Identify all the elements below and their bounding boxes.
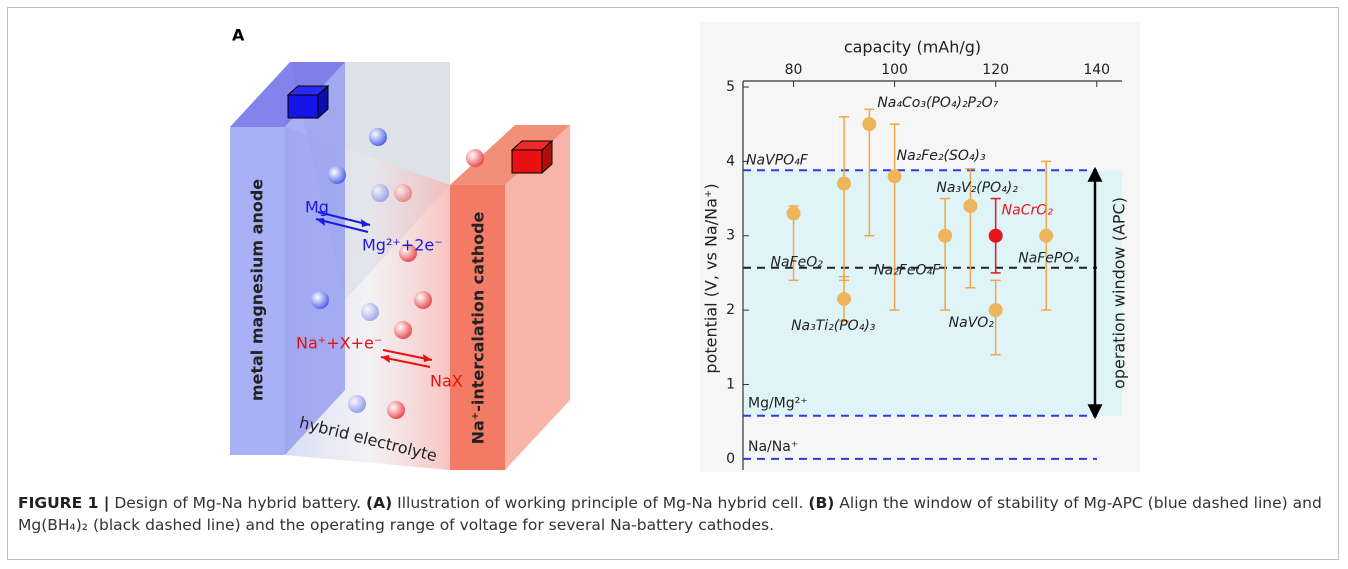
- reaction-text: Mg: [305, 198, 329, 217]
- ions: [311, 128, 484, 419]
- data-point: [862, 117, 877, 132]
- anode-front: [230, 127, 285, 455]
- cathode-front: [450, 185, 505, 470]
- point-label: Na₃Ti₂(PO₄)₃: [791, 318, 876, 334]
- y-tick-label: 1: [726, 376, 735, 392]
- y-tick-label: 2: [726, 302, 735, 318]
- data-point: [786, 206, 801, 221]
- point-label: NaFeO₂: [771, 254, 824, 270]
- window-label: operation window (APC): [1110, 197, 1129, 389]
- data-point: [837, 176, 852, 191]
- y-tick-label: 4: [726, 153, 735, 169]
- x-tick-label: 100: [881, 62, 908, 78]
- y-tick-label: 5: [726, 79, 735, 95]
- reaction-text: Na⁺+X+e⁻: [296, 334, 382, 353]
- reaction-text: Mg²⁺+2e⁻: [362, 236, 443, 255]
- point-label: NaFePO₄: [1018, 251, 1079, 267]
- data-point: [938, 228, 953, 243]
- reference-label: Mg/Mg²⁺: [748, 396, 808, 412]
- data-point: [837, 291, 852, 306]
- caption-title: Design of Mg-Na hybrid battery.: [114, 494, 362, 512]
- blue-terminal: [286, 84, 330, 120]
- y-tick-label: 0: [726, 451, 735, 467]
- caption-tag: (B): [808, 494, 835, 512]
- caption-label: FIGURE 1 |: [18, 494, 110, 512]
- data-point: [963, 198, 978, 213]
- figure-frame: [7, 7, 1339, 560]
- point-label: Na₂FeO₄F: [874, 263, 941, 279]
- caption-tag: (A): [366, 494, 393, 512]
- chart: 0 1 2 3 4 5 80 100 120 140 capacity (mAh/g) potenti…: [702, 38, 1129, 470]
- y-axis-title: potential (V, vs Na/Na⁺): [702, 183, 721, 373]
- panel-label: A: [232, 26, 245, 45]
- red-terminal: [510, 139, 554, 175]
- reaction-arrows: [315, 211, 433, 368]
- caption-text: Align the window of stability of Mg-APC …: [18, 494, 1322, 534]
- x-tick-label: 80: [785, 62, 803, 78]
- point-label: NaVO₂: [949, 315, 995, 331]
- y-tick-label: 3: [726, 228, 735, 244]
- reaction-text: NaX: [430, 372, 463, 391]
- x-tick-label: 120: [982, 62, 1009, 78]
- cathode-label: Na⁺-intercalation cathode: [469, 211, 488, 444]
- cathode-top: [450, 125, 570, 185]
- stability-window: [743, 170, 1122, 416]
- data-point: [988, 303, 1003, 318]
- anode-label: metal magnesium anode: [248, 179, 267, 401]
- data-point: [988, 228, 1003, 243]
- point-label: NaCrO₂: [1002, 203, 1054, 219]
- cathode-side: [505, 125, 570, 470]
- point-label: NaVPO₄F: [746, 153, 809, 169]
- caption: FIGURE 1 | Design of Mg-Na hybrid batter…: [18, 492, 1328, 536]
- data-point: [887, 169, 902, 184]
- point-label: Na₃V₂(PO₄)₂: [936, 180, 1018, 196]
- caption-text: Illustration of working principle of Mg-…: [397, 494, 804, 512]
- battery-diagram: [230, 62, 570, 470]
- reference-label: Na/Na⁺: [748, 439, 798, 455]
- x-tick-label: 140: [1083, 62, 1110, 78]
- data-point: [1039, 228, 1054, 243]
- point-label: Na₂Fe₂(SO₄)₃: [897, 148, 986, 164]
- anode-side: [285, 62, 345, 455]
- figure: A B metal magnesium anode Na⁺-intercalat…: [230, 25, 1129, 470]
- point-label: Na₄Co₃(PO₄)₂P₂O₇: [877, 95, 998, 111]
- x-axis-title: capacity (mAh/g): [844, 38, 981, 57]
